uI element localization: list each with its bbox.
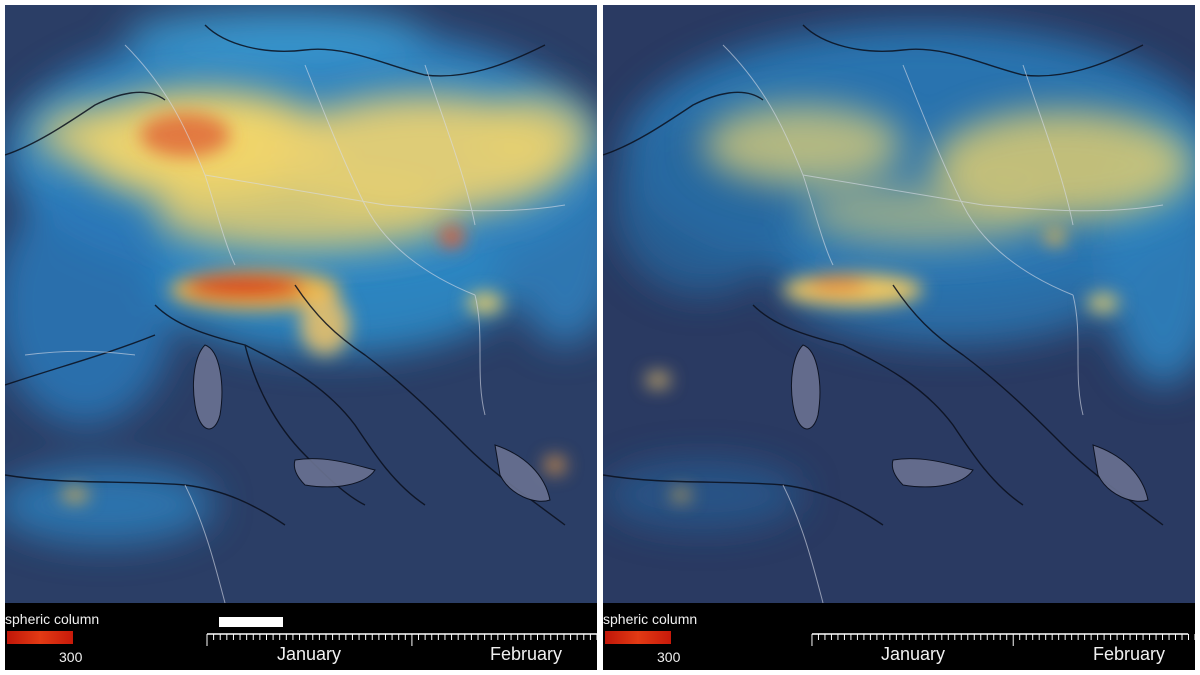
no2-concentration-map-before bbox=[5, 5, 597, 603]
map-panel-before: spheric column 300 January February bbox=[5, 5, 597, 670]
colorbar bbox=[605, 631, 671, 644]
no2-concentration-map-after bbox=[603, 5, 1195, 603]
timeline-axis[interactable] bbox=[810, 631, 1195, 647]
timeline-month-february: February bbox=[1093, 644, 1166, 664]
colorbar-max-label: 300 bbox=[657, 649, 681, 665]
legend-bar: spheric column 300 January February bbox=[603, 603, 1195, 670]
legend-title: spheric column bbox=[603, 611, 698, 627]
panel-divider bbox=[597, 0, 603, 675]
colorbar bbox=[7, 631, 73, 644]
timeline-progress-indicator bbox=[219, 617, 283, 627]
map-panel-after: spheric column 300 January February bbox=[603, 5, 1195, 670]
colorbar-max-label: 300 bbox=[59, 649, 83, 665]
legend-title: spheric column bbox=[5, 611, 100, 627]
timeline-month-february: February bbox=[490, 644, 563, 664]
timeline-month-january: January bbox=[277, 644, 342, 664]
timeline-month-january: January bbox=[881, 644, 946, 664]
legend-bar: spheric column 300 January February bbox=[5, 603, 597, 670]
timeline-axis[interactable] bbox=[205, 631, 597, 647]
